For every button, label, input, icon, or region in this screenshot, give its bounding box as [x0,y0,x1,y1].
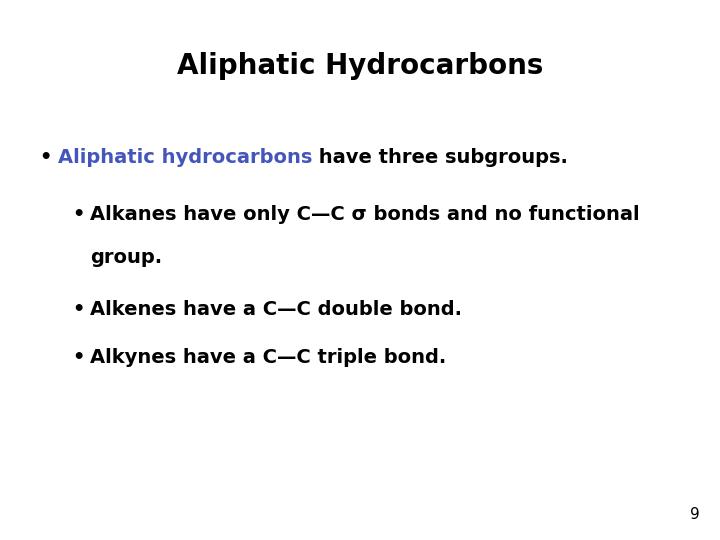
Text: group.: group. [90,248,162,267]
Text: •: • [72,348,84,367]
Text: •: • [72,300,84,319]
Text: 9: 9 [690,507,700,522]
Text: •: • [72,205,84,224]
Text: Alkynes have a C—C triple bond.: Alkynes have a C—C triple bond. [90,348,446,367]
Text: •: • [40,148,52,167]
Text: Alkanes have only C—C σ bonds and no functional: Alkanes have only C—C σ bonds and no fun… [90,205,639,224]
Text: Alkenes have a C—C double bond.: Alkenes have a C—C double bond. [90,300,462,319]
Text: Aliphatic hydrocarbons: Aliphatic hydrocarbons [58,148,312,167]
Text: have three subgroups.: have three subgroups. [312,148,568,167]
Text: Aliphatic Hydrocarbons: Aliphatic Hydrocarbons [177,52,543,80]
